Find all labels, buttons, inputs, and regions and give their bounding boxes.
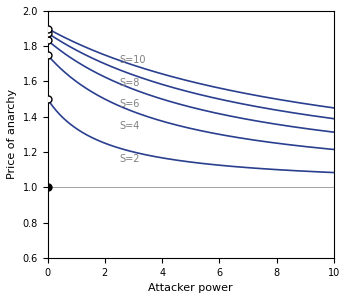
Text: S=8: S=8 [119, 78, 139, 88]
Text: S=4: S=4 [119, 121, 139, 130]
X-axis label: Attacker power: Attacker power [149, 283, 233, 293]
Y-axis label: Price of anarchy: Price of anarchy [7, 89, 17, 179]
Text: S=10: S=10 [119, 55, 146, 65]
Text: S=6: S=6 [119, 99, 139, 110]
Text: S=2: S=2 [119, 154, 140, 164]
